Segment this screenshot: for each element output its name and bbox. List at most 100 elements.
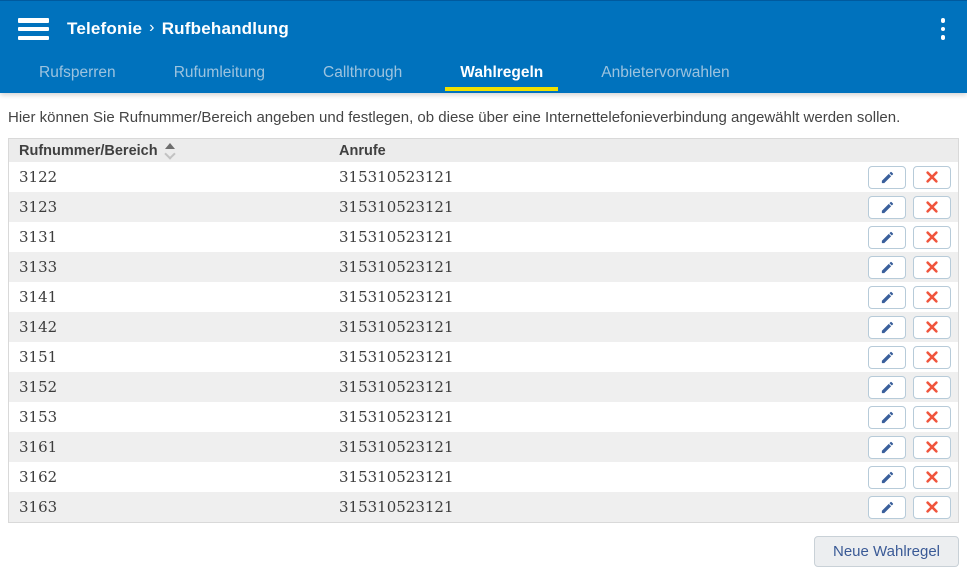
- cell-calls: 315310523121: [339, 438, 454, 456]
- x-icon: [926, 471, 938, 483]
- cell-number: 3162: [19, 468, 58, 486]
- cell-calls: 315310523121: [339, 198, 454, 216]
- pencil-icon: [881, 471, 893, 483]
- delete-button[interactable]: [913, 405, 951, 429]
- pencil-icon: [881, 261, 893, 273]
- row-actions: [842, 285, 958, 309]
- edit-button[interactable]: [868, 345, 906, 369]
- x-icon: [926, 291, 938, 303]
- delete-button[interactable]: [913, 165, 951, 189]
- table-row: 3151 315310523121: [9, 342, 958, 372]
- delete-button[interactable]: [913, 315, 951, 339]
- delete-button[interactable]: [913, 435, 951, 459]
- cell-calls: 315310523121: [339, 348, 454, 366]
- pencil-icon: [881, 351, 893, 363]
- edit-button[interactable]: [868, 435, 906, 459]
- delete-button[interactable]: [913, 345, 951, 369]
- hamburger-icon: [18, 18, 49, 23]
- tab-rufsperren[interactable]: Rufsperren: [24, 51, 131, 94]
- cell-calls: 315310523121: [339, 258, 454, 276]
- pencil-icon: [881, 411, 893, 423]
- tab-anbietervorwahlen[interactable]: Anbietervorwahlen: [586, 51, 744, 94]
- table-row: 3131 315310523121: [9, 222, 958, 252]
- pencil-icon: [881, 201, 893, 213]
- delete-button[interactable]: [913, 465, 951, 489]
- column-header-label: Anrufe: [339, 142, 386, 159]
- cell-number: 3161: [19, 438, 58, 456]
- kebab-menu-icon: [940, 35, 945, 40]
- cell-calls: 315310523121: [339, 318, 454, 336]
- cell-number: 3153: [19, 408, 58, 426]
- edit-button[interactable]: [868, 285, 906, 309]
- kebab-menu-button[interactable]: [935, 14, 952, 44]
- x-icon: [926, 261, 938, 273]
- chevron-right-icon: ›: [149, 19, 155, 36]
- row-actions: [842, 195, 958, 219]
- column-header-rufnummer[interactable]: Rufnummer/Bereich: [9, 142, 329, 160]
- delete-button[interactable]: [913, 195, 951, 219]
- edit-button[interactable]: [868, 375, 906, 399]
- cell-calls: 315310523121: [339, 468, 454, 486]
- table-row: 3133 315310523121: [9, 252, 958, 282]
- kebab-menu-icon: [940, 18, 945, 23]
- table-row: 3142 315310523121: [9, 312, 958, 342]
- table-row: 3161 315310523121: [9, 432, 958, 462]
- row-actions: [842, 375, 958, 399]
- delete-button[interactable]: [913, 255, 951, 279]
- row-actions: [842, 405, 958, 429]
- sort-down-icon: [163, 148, 176, 160]
- x-icon: [926, 411, 938, 423]
- cell-number: 3151: [19, 348, 58, 366]
- cell-calls: 315310523121: [339, 228, 454, 246]
- row-actions: [842, 255, 958, 279]
- pencil-icon: [881, 321, 893, 333]
- sort-up-icon: [164, 143, 175, 149]
- main-content: Hier können Sie Rufnummer/Bereich angebe…: [0, 108, 967, 567]
- delete-button[interactable]: [913, 375, 951, 399]
- wahlregeln-table: Rufnummer/Bereich Anrufe 3122 3153105231…: [8, 138, 959, 523]
- column-header-label: Rufnummer/Bereich: [19, 142, 158, 159]
- table-row: 3162 315310523121: [9, 462, 958, 492]
- pencil-icon: [881, 171, 893, 183]
- pencil-icon: [881, 501, 893, 513]
- edit-button[interactable]: [868, 195, 906, 219]
- delete-button[interactable]: [913, 495, 951, 519]
- x-icon: [926, 231, 938, 243]
- edit-button[interactable]: [868, 165, 906, 189]
- row-actions: [842, 165, 958, 189]
- delete-button[interactable]: [913, 285, 951, 309]
- row-actions: [842, 435, 958, 459]
- edit-button[interactable]: [868, 225, 906, 249]
- row-actions: [842, 315, 958, 339]
- table-row: 3163 315310523121: [9, 492, 958, 522]
- x-icon: [926, 171, 938, 183]
- edit-button[interactable]: [868, 405, 906, 429]
- intro-text: Hier können Sie Rufnummer/Bereich angebe…: [8, 109, 901, 126]
- edit-button[interactable]: [868, 255, 906, 279]
- tab-bar: Rufsperren Rufumleitung Callthrough Wahl…: [0, 51, 967, 94]
- cell-number: 3131: [19, 228, 58, 246]
- cell-number: 3152: [19, 378, 58, 396]
- hamburger-menu-button[interactable]: [18, 18, 49, 40]
- row-actions: [842, 495, 958, 519]
- column-header-anrufe: Anrufe: [329, 143, 842, 159]
- tab-rufumleitung[interactable]: Rufumleitung: [159, 51, 280, 94]
- table-body: 3122 315310523121 3123 315310523121: [9, 162, 958, 522]
- header-top: Telefonie › Rufbehandlung: [0, 1, 967, 51]
- new-wahlregel-button[interactable]: Neue Wahlregel: [814, 536, 959, 567]
- cell-number: 3141: [19, 288, 58, 306]
- cell-number: 3163: [19, 498, 58, 516]
- tab-wahlregeln[interactable]: Wahlregeln: [445, 51, 559, 94]
- row-actions: [842, 225, 958, 249]
- cell-number: 3122: [19, 168, 58, 186]
- cell-calls: 315310523121: [339, 378, 454, 396]
- edit-button[interactable]: [868, 315, 906, 339]
- tab-callthrough[interactable]: Callthrough: [308, 51, 417, 94]
- x-icon: [926, 351, 938, 363]
- edit-button[interactable]: [868, 465, 906, 489]
- row-actions: [842, 345, 958, 369]
- x-icon: [926, 321, 938, 333]
- delete-button[interactable]: [913, 225, 951, 249]
- edit-button[interactable]: [868, 495, 906, 519]
- cell-calls: 315310523121: [339, 498, 454, 516]
